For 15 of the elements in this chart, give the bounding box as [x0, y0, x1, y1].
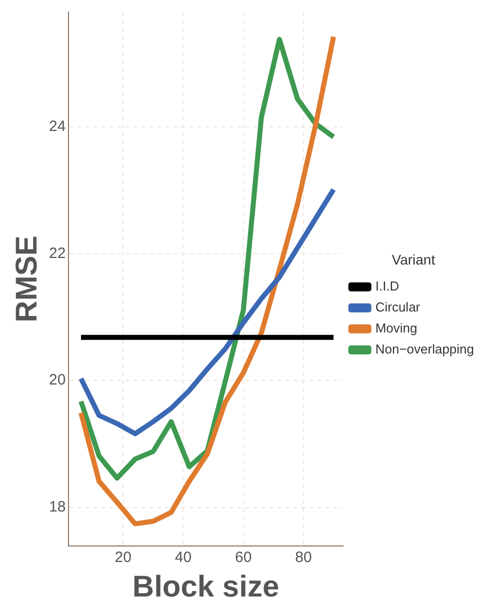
x-tick-label: 60: [235, 549, 252, 566]
y-axis-title: RMSE: [10, 236, 44, 322]
y-tick-label: 22: [48, 244, 66, 262]
y-tick-label: 24: [48, 118, 66, 135]
legend-label: Moving: [375, 320, 418, 336]
legend-label: I.I.D: [375, 278, 400, 294]
x-tick-label: 20: [114, 549, 132, 566]
legend-label: Non−overlapping: [375, 341, 474, 356]
legend-title: Variant: [392, 251, 436, 268]
y-tick-label: 18: [48, 498, 66, 516]
y-tick-label: 20: [48, 372, 66, 389]
x-axis-title: Block size: [132, 570, 280, 604]
x-tick-label: 40: [174, 549, 192, 566]
x-tick-label: 80: [295, 549, 312, 566]
legend-label: Circular: [375, 299, 421, 314]
